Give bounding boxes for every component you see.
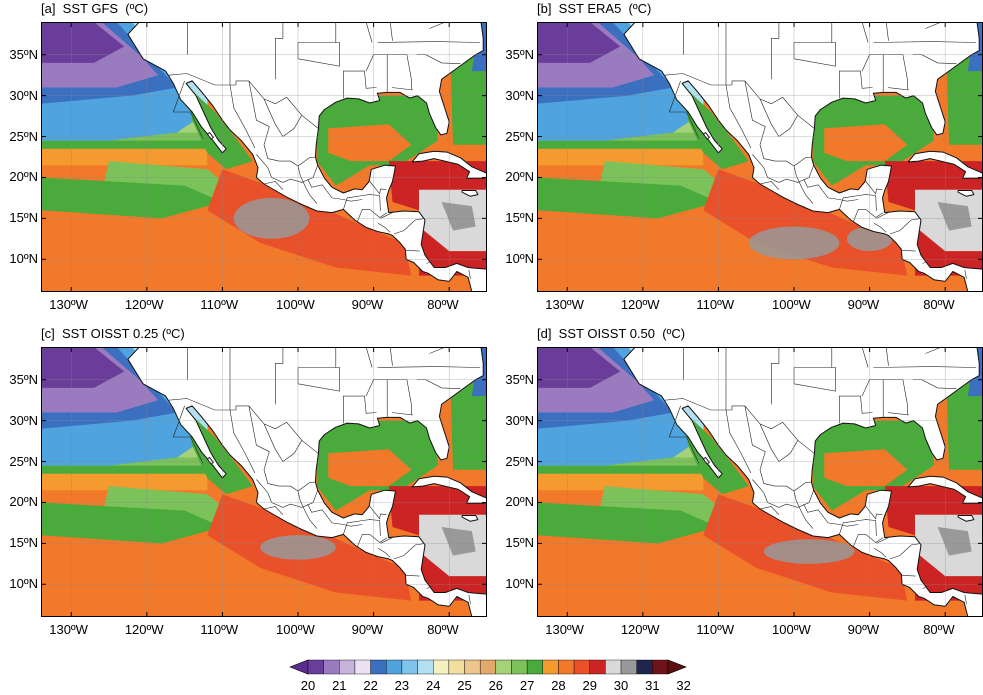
- lat-label: 20ºN: [505, 494, 534, 510]
- sst-map: [537, 347, 983, 617]
- map-panel-a: [a] SST GFS (ºC) 35ºN 30ºN 25ºN 20ºN 15ºN 10ºN…: [0, 0, 491, 335]
- lat-label: 25ºN: [9, 128, 38, 144]
- lon-label: 130ºW: [545, 622, 584, 637]
- lat-label: 20ºN: [9, 169, 38, 185]
- lon-label: 130ºW: [545, 297, 584, 312]
- lon-label: 90ºW: [351, 622, 384, 637]
- sst-map: [41, 22, 487, 292]
- colorbar-label: 29: [582, 678, 597, 693]
- colorbar-label: 24: [425, 678, 441, 693]
- colorbar-swatch: [573, 659, 590, 675]
- colorbar-swatch: [386, 659, 403, 675]
- sst-map: [41, 347, 487, 617]
- lat-label: 35ºN: [505, 371, 534, 387]
- colorbar-swatch: [526, 659, 543, 675]
- colorbar-swatch: [620, 659, 637, 675]
- lon-label: 90ºW: [847, 297, 880, 312]
- lat-label: 25ºN: [505, 128, 534, 144]
- lat-label: 25ºN: [505, 453, 534, 469]
- colorbar-label: 32: [676, 678, 691, 693]
- lon-label: 120ºW: [620, 622, 660, 637]
- map-panel-b: [b] SST ERA5 (ºC) 35ºN 30ºN 25ºN 20ºN 15ºN 10º…: [496, 0, 983, 335]
- lat-label: 15ºN: [505, 535, 534, 551]
- lat-label: 10ºN: [505, 576, 534, 592]
- colorbar-swatch: [401, 659, 418, 675]
- lat-label: 10ºN: [9, 576, 38, 592]
- colorbar-label: 26: [488, 678, 504, 693]
- colorbar-label: 22: [363, 678, 378, 693]
- lon-label: 80ºW: [923, 297, 955, 312]
- lat-label: 15ºN: [9, 535, 38, 551]
- lon-label: 130ºW: [49, 297, 88, 312]
- map-panel-c: [c] SST OISST 0.25 (ºC) 35ºN 30ºN 25ºN 20ºN 1…: [0, 325, 491, 660]
- lat-label: 35ºN: [505, 46, 534, 62]
- map-panel-d: [d] SST OISST 0.50 (ºC) 35ºN 30ºN 25ºN 20ºN 1…: [496, 325, 983, 660]
- colorbar-swatch: [511, 659, 528, 675]
- colorbar-label: 25: [457, 678, 472, 693]
- colorbar-swatch: [448, 659, 465, 675]
- colorbar-swatch: [417, 659, 434, 675]
- lon-label: 100ºW: [772, 622, 811, 637]
- lon-label: 80ºW: [427, 297, 459, 312]
- lon-label: 80ºW: [427, 622, 459, 637]
- colorbar-label: 27: [519, 678, 535, 693]
- lon-label: 80ºW: [923, 622, 955, 637]
- sst-map: [537, 22, 983, 292]
- lat-label: 35ºN: [9, 46, 38, 62]
- colorbar-label: 28: [551, 678, 566, 693]
- colorbar-label: 20: [300, 678, 316, 693]
- lat-label: 30ºN: [505, 412, 534, 428]
- colorbar-swatch: [495, 659, 512, 675]
- lon-label: 130ºW: [49, 622, 88, 637]
- colorbar-swatch: [636, 659, 653, 675]
- colorbar-swatch: [354, 659, 371, 675]
- colorbar-label: 23: [394, 678, 410, 693]
- lon-label: 110ºW: [200, 297, 239, 312]
- lon-label: 110ºW: [200, 622, 239, 637]
- panel-title: [d] SST OISST 0.50 (ºC): [537, 326, 686, 341]
- lon-label: 100ºW: [276, 297, 315, 312]
- colorbar-swatch: [479, 659, 497, 675]
- colorbar-label: 30: [613, 678, 629, 693]
- lat-label: 10ºN: [9, 251, 38, 267]
- colorbar-swatch: [370, 659, 387, 675]
- colorbar-swatch: [307, 659, 324, 675]
- lat-label: 30ºN: [9, 412, 38, 428]
- panel-title: [a] SST GFS (ºC): [41, 1, 149, 16]
- lon-label: 120ºW: [620, 297, 660, 312]
- lat-label: 30ºN: [9, 87, 38, 103]
- colorbar-swatch: [542, 659, 559, 675]
- lat-label: 30ºN: [505, 87, 534, 103]
- lon-label: 120ºW: [124, 297, 164, 312]
- colorbar-swatch: [323, 659, 340, 675]
- colorbar-swatch: [652, 659, 669, 675]
- lon-label: 110ºW: [696, 297, 735, 312]
- lon-label: 100ºW: [276, 622, 315, 637]
- colorbar-swatch: [464, 659, 481, 675]
- lon-label: 90ºW: [847, 622, 880, 637]
- lon-label: 120ºW: [124, 622, 164, 637]
- lon-label: 90ºW: [351, 297, 384, 312]
- lat-label: 15ºN: [505, 210, 534, 226]
- lon-label: 100ºW: [772, 297, 811, 312]
- lat-label: 20ºN: [9, 494, 38, 510]
- lat-label: 20ºN: [505, 169, 534, 185]
- colorbar-swatch: [339, 659, 356, 675]
- lat-label: 35ºN: [9, 371, 38, 387]
- panel-title: [b] SST ERA5 (ºC): [537, 1, 652, 16]
- lat-label: 15ºN: [9, 210, 38, 226]
- lon-label: 110ºW: [696, 622, 735, 637]
- lat-label: 10ºN: [505, 251, 534, 267]
- colorbar-swatch: [433, 659, 450, 675]
- colorbar-swatch: [558, 659, 575, 675]
- colorbar-swatch: [605, 659, 622, 675]
- colorbar-swatch: [589, 659, 606, 675]
- panel-title: [c] SST OISST 0.25 (ºC): [41, 326, 185, 341]
- lat-label: 25ºN: [9, 453, 38, 469]
- colorbar-label: 31: [645, 678, 660, 693]
- colorbar-label: 21: [332, 678, 347, 693]
